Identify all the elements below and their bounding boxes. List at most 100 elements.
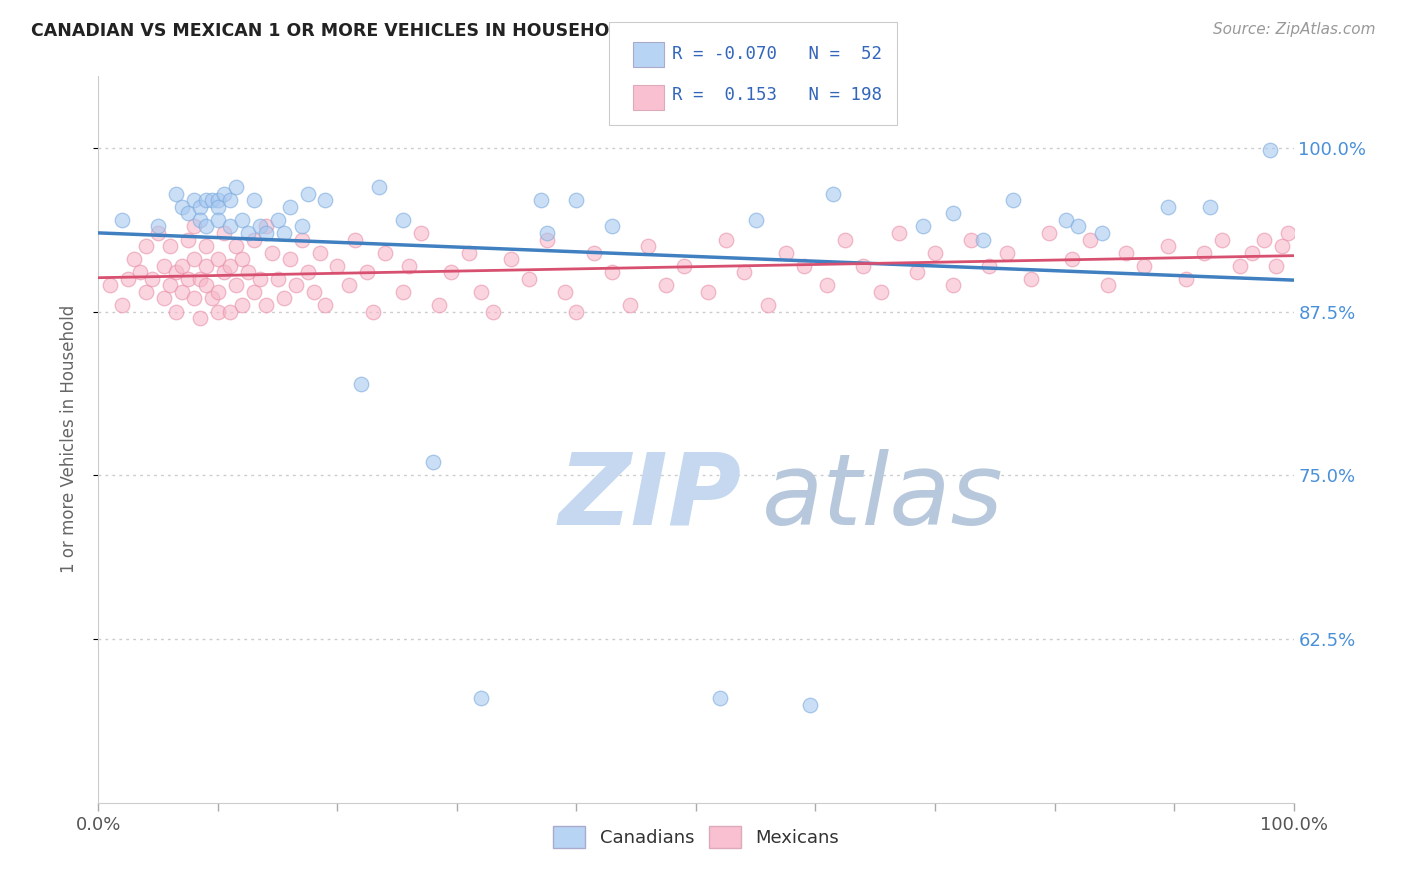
Point [177, 233, 200, 247]
Point [972, 233, 994, 247]
Point [799, 698, 821, 712]
Point [499, 252, 522, 267]
Point [326, 259, 349, 273]
Point [733, 265, 755, 279]
Text: CANADIAN VS MEXICAN 1 OR MORE VEHICLES IN HOUSEHOLD CORRELATION CHART: CANADIAN VS MEXICAN 1 OR MORE VEHICLES I… [31, 22, 849, 40]
Point [212, 186, 235, 201]
Point [602, 265, 624, 279]
Point [1199, 200, 1222, 214]
Point [565, 304, 588, 318]
Point [1240, 245, 1263, 260]
Point [297, 265, 319, 279]
Point [745, 213, 768, 227]
Point [1271, 239, 1294, 253]
Point [225, 278, 247, 293]
Point [1133, 259, 1156, 273]
Point [392, 213, 415, 227]
Point [243, 233, 266, 247]
Point [165, 304, 187, 318]
Point [852, 259, 875, 273]
Point [172, 285, 194, 299]
Point [1067, 219, 1090, 234]
Point [911, 219, 934, 234]
Point [172, 259, 194, 273]
Point [165, 186, 187, 201]
Legend: Canadians, Mexicans: Canadians, Mexicans [546, 819, 846, 855]
Point [470, 691, 492, 706]
Point [183, 292, 205, 306]
Point [960, 233, 983, 247]
Point [207, 213, 229, 227]
Text: R =  0.153   N = 198: R = 0.153 N = 198 [672, 87, 882, 104]
Point [195, 278, 218, 293]
Point [1253, 233, 1275, 247]
Point [302, 285, 325, 299]
Point [1001, 194, 1024, 208]
Text: R = -0.070   N =  52: R = -0.070 N = 52 [672, 45, 882, 62]
Point [219, 194, 242, 208]
Point [254, 226, 277, 240]
Point [350, 376, 373, 391]
Point [267, 213, 290, 227]
Point [1229, 259, 1251, 273]
Point [207, 304, 229, 318]
Point [291, 219, 314, 234]
Point [536, 226, 558, 240]
Point [188, 272, 211, 286]
Point [225, 239, 247, 253]
Point [231, 213, 253, 227]
Point [673, 259, 696, 273]
Point [1157, 200, 1180, 214]
Point [995, 245, 1018, 260]
Point [315, 194, 337, 208]
Point [212, 226, 235, 240]
Point [1115, 245, 1137, 260]
Point [308, 245, 330, 260]
Point [207, 194, 229, 208]
Point [709, 691, 731, 706]
Point [637, 239, 659, 253]
Point [98, 278, 122, 293]
Point [458, 245, 481, 260]
Point [129, 265, 152, 279]
Point [212, 265, 235, 279]
Point [1258, 144, 1281, 158]
Point [183, 219, 205, 234]
Point [815, 278, 838, 293]
Point [363, 304, 385, 318]
Point [201, 292, 224, 306]
Point [284, 278, 307, 293]
Point [398, 259, 420, 273]
Point [278, 200, 301, 214]
Point [1080, 233, 1102, 247]
Point [236, 226, 259, 240]
Point [273, 292, 295, 306]
Point [225, 180, 247, 194]
Point [111, 213, 134, 227]
Point [124, 252, 146, 267]
Text: Source: ZipAtlas.com: Source: ZipAtlas.com [1212, 22, 1375, 37]
Point [536, 233, 558, 247]
Point [1264, 259, 1286, 273]
Point [111, 298, 134, 312]
Point [942, 278, 965, 293]
Point [889, 226, 911, 240]
Point [236, 265, 259, 279]
Point [756, 298, 779, 312]
Point [267, 272, 290, 286]
Point [530, 194, 553, 208]
Point [905, 265, 928, 279]
Point [117, 272, 139, 286]
Point [942, 206, 965, 220]
Point [870, 285, 893, 299]
Point [195, 194, 218, 208]
Point [440, 265, 463, 279]
Point [565, 194, 588, 208]
Point [977, 259, 1000, 273]
Point [1157, 239, 1180, 253]
Point [231, 298, 253, 312]
Point [1056, 213, 1078, 227]
Point [344, 233, 367, 247]
Point [201, 194, 224, 208]
Point [793, 259, 815, 273]
